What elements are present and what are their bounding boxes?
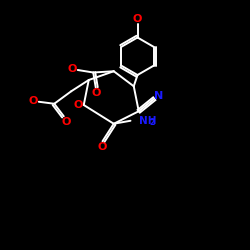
Text: O: O <box>68 64 77 74</box>
Text: O: O <box>97 142 107 152</box>
Text: O: O <box>28 96 38 106</box>
Text: NH: NH <box>139 116 156 126</box>
Text: O: O <box>74 100 83 110</box>
Text: O: O <box>61 117 70 127</box>
Text: O: O <box>92 88 101 98</box>
Text: N: N <box>154 91 164 101</box>
Text: O: O <box>133 14 142 24</box>
Text: 2: 2 <box>150 118 155 127</box>
